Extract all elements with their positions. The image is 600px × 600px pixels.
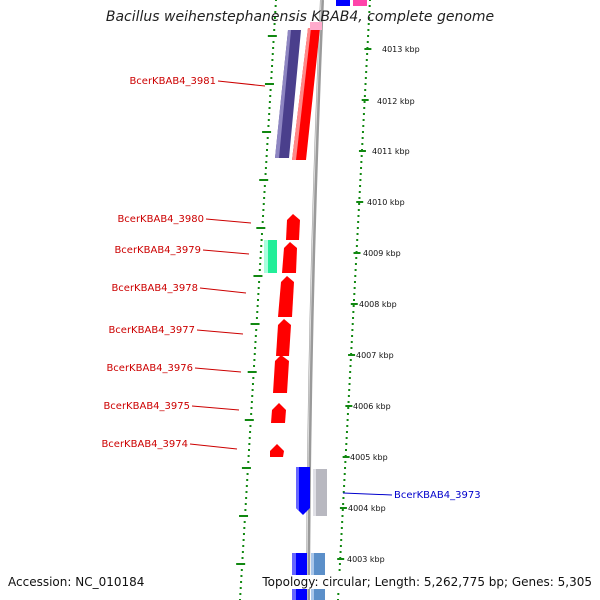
ruler-label: 4013 kbp bbox=[382, 45, 420, 54]
gene-label-3981[interactable]: BcerKBAB4_3981 bbox=[129, 76, 216, 87]
gene-label-3979[interactable]: BcerKBAB4_3979 bbox=[114, 245, 201, 256]
gene-3974 bbox=[270, 444, 284, 457]
gene-label-3973[interactable]: BcerKBAB4_3973 bbox=[394, 490, 481, 501]
ruler-label: 4006 kbp bbox=[353, 402, 391, 411]
ruler-label: 4012 kbp bbox=[377, 97, 415, 106]
gene-3980 bbox=[286, 214, 300, 240]
gene-purple-3981-shade bbox=[275, 30, 291, 158]
gene-pink-top bbox=[310, 22, 322, 30]
ruler-label: 4008 kbp bbox=[359, 300, 397, 309]
gene-label-3980[interactable]: BcerKBAB4_3980 bbox=[117, 214, 204, 225]
ruler-label: 4003 kbp bbox=[347, 555, 385, 564]
gene-grey-shade bbox=[313, 469, 316, 516]
gene-3973 bbox=[296, 467, 310, 515]
gene-top-blue bbox=[336, 0, 350, 6]
gene-red-pair-shade bbox=[292, 28, 311, 160]
gene-3978 bbox=[278, 276, 294, 317]
page-title: Bacillus weihenstephanensis KBAB4, compl… bbox=[105, 9, 495, 25]
ruler-ticks bbox=[337, 48, 372, 560]
genome-backbone bbox=[306, 0, 324, 600]
label-leaders bbox=[189, 80, 266, 450]
gene-label-3975[interactable]: BcerKBAB4_3975 bbox=[103, 401, 190, 412]
gene-grey bbox=[313, 469, 327, 516]
ruler-label: 4005 kbp bbox=[350, 453, 388, 462]
gene-label-3978[interactable]: BcerKBAB4_3978 bbox=[111, 283, 198, 294]
gene-top-pink bbox=[353, 0, 367, 6]
ruler-label: 4010 kbp bbox=[367, 198, 405, 207]
genome-backbone-highlight bbox=[306, 0, 322, 600]
topology-text: Topology: circular; Length: 5,262,775 bp… bbox=[262, 575, 592, 589]
gene-3979 bbox=[282, 242, 297, 273]
gene-label-3974[interactable]: BcerKBAB4_3974 bbox=[101, 439, 188, 450]
ruler-label: 4011 kbp bbox=[372, 147, 410, 156]
ruler-label: 4009 kbp bbox=[363, 249, 401, 258]
gene-3976 bbox=[273, 355, 289, 393]
gc-content-track bbox=[236, 0, 277, 600]
gene-3975 bbox=[271, 403, 286, 423]
gene-3979-teal-shade bbox=[264, 240, 268, 273]
accession-text: Accession: NC_010184 bbox=[8, 575, 145, 589]
gene-3977 bbox=[276, 319, 291, 356]
ruler-label: 4004 kbp bbox=[348, 504, 386, 513]
gene-label-3976[interactable]: BcerKBAB4_3976 bbox=[106, 363, 193, 374]
gene-3973-shade bbox=[296, 467, 299, 511]
ruler-label: 4007 kbp bbox=[356, 351, 394, 360]
label-leader-3973 bbox=[342, 492, 393, 496]
gene-label-3977[interactable]: BcerKBAB4_3977 bbox=[108, 325, 195, 336]
